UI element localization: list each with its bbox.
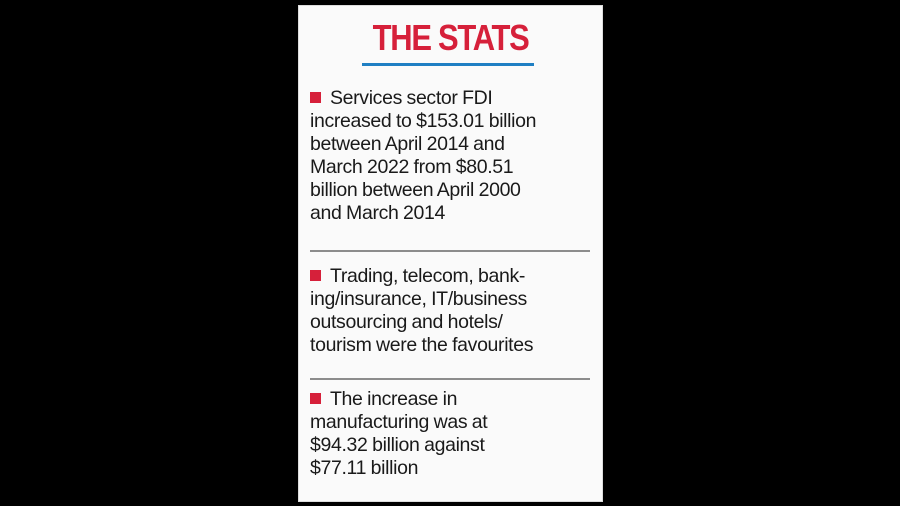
stat-line: billion between April 2000 [310, 179, 521, 201]
title-underline [362, 63, 534, 66]
stat-line: The increase in [310, 388, 590, 411]
section-divider [310, 250, 590, 252]
stat-line: and March 2014 [310, 202, 446, 224]
stat-item-favourite-sectors: Trading, telecom, bank- ing/insurance, I… [310, 265, 590, 357]
red-square-bullet-icon [310, 393, 321, 404]
stat-item-manufacturing: The increase in manufacturing was at $94… [310, 388, 590, 480]
stat-line: Services sector FDI [310, 87, 590, 110]
stat-line: Trading, telecom, bank- [310, 265, 590, 288]
stat-item-services-fdi: Services sector FDI increased to $153.01… [310, 87, 590, 225]
section-divider [310, 378, 590, 380]
title-container: THE STATS [299, 18, 602, 58]
stat-line: manufacturing was at [310, 411, 488, 433]
stats-panel: THE STATS Services sector FDI increased … [298, 5, 603, 502]
stat-line-text: Services sector FDI [330, 87, 493, 109]
stat-line: March 2022 from $80.51 [310, 156, 514, 178]
stat-line-text: Trading, telecom, bank- [330, 265, 526, 287]
stat-line: between April 2014 and [310, 133, 505, 155]
red-square-bullet-icon [310, 270, 321, 281]
stat-line: $94.32 billion against [310, 434, 485, 456]
stat-line-text: The increase in [330, 388, 458, 410]
stat-line: $77.11 billion [310, 457, 419, 479]
stat-line: outsourcing and hotels/ [310, 311, 503, 333]
stat-line: increased to $153.01 billion [310, 110, 537, 132]
stat-line: tourism were the favourites [310, 334, 534, 356]
panel-title: THE STATS [372, 17, 530, 58]
stat-line: ing/insurance, IT/business [310, 288, 527, 310]
red-square-bullet-icon [310, 92, 321, 103]
